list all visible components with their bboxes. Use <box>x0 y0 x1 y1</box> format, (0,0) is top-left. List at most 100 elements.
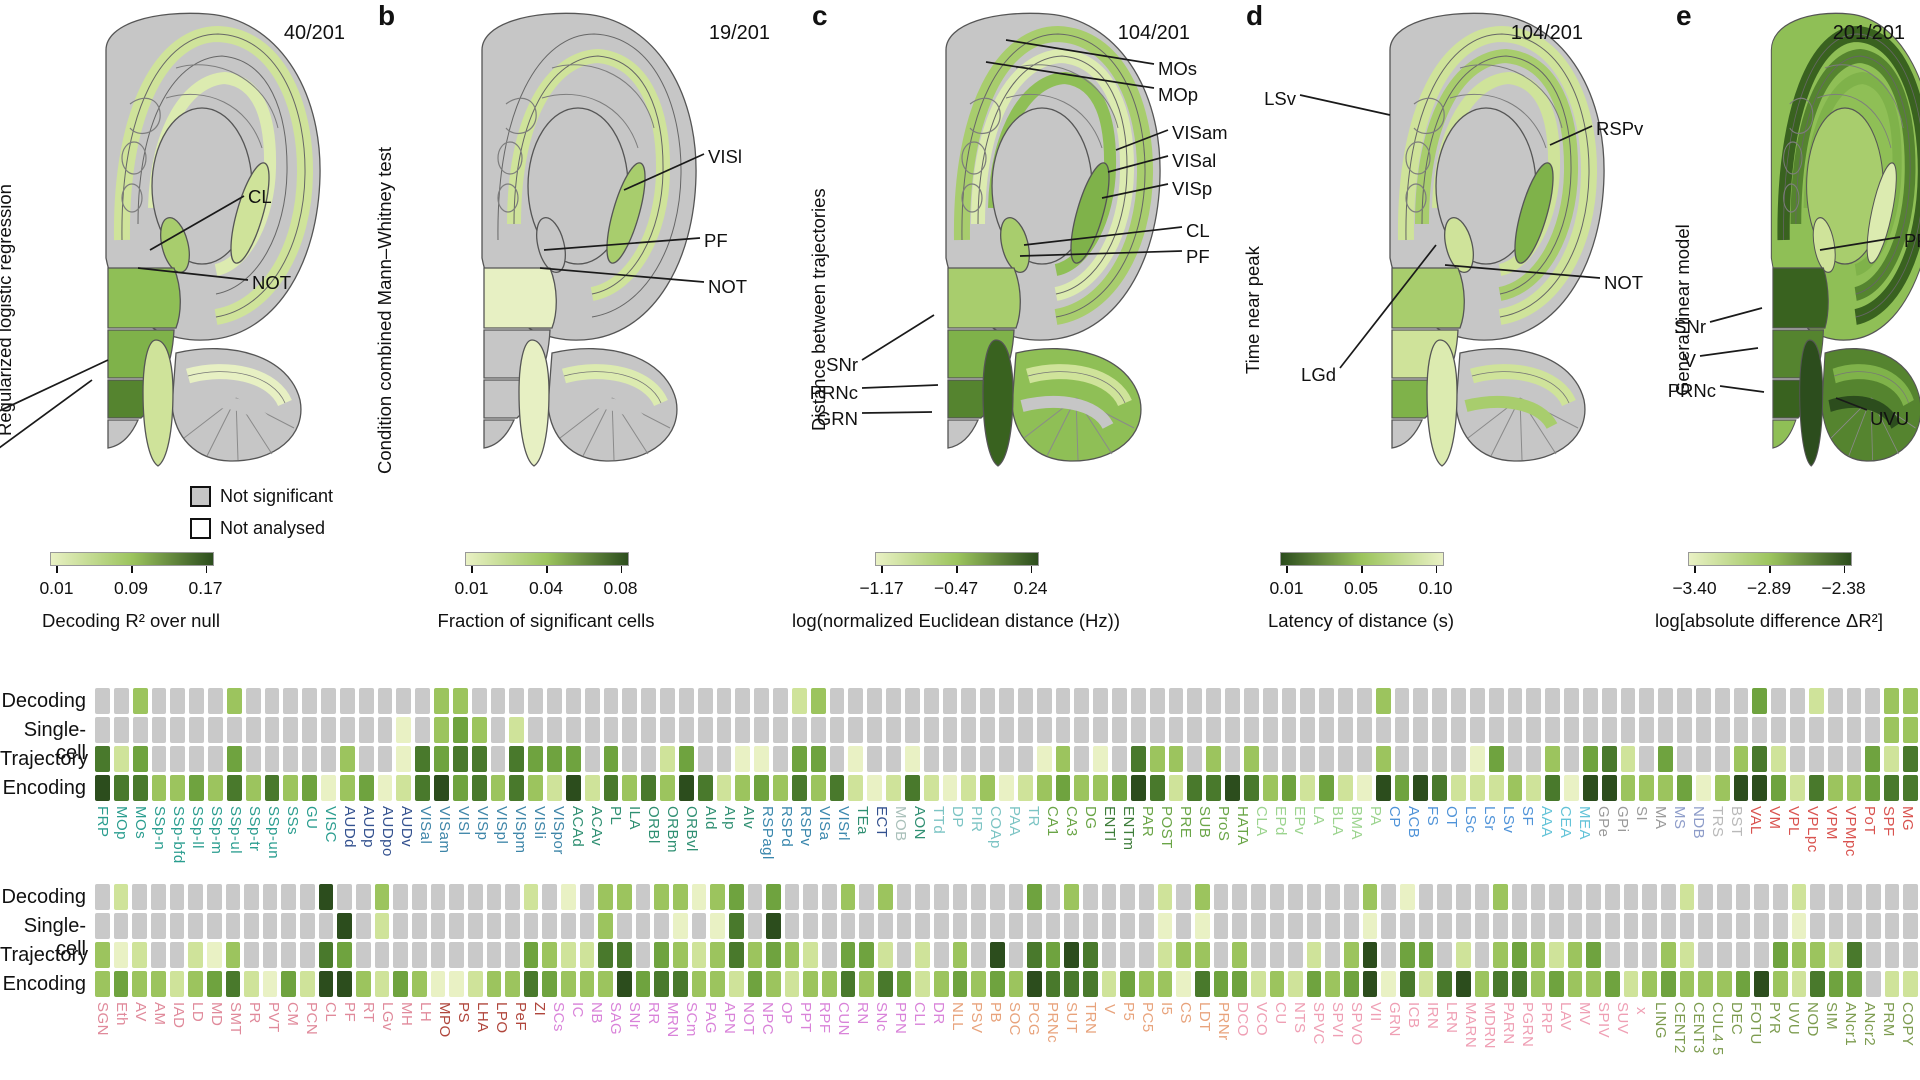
column-label-cell: CM <box>284 1002 301 1061</box>
heatmap-cell <box>1112 688 1127 714</box>
heatmap-cell <box>452 688 468 714</box>
column-label-cell: HATA <box>1234 806 1251 869</box>
heatmap-cell <box>1139 884 1154 910</box>
heatmap-cell <box>170 746 186 772</box>
heatmap-cell <box>1093 746 1109 772</box>
column-label: VISa <box>816 806 833 841</box>
column-label-cell: DR <box>930 1002 947 1061</box>
column-label: TEa <box>854 806 871 836</box>
region-annotation-CL: CL <box>1186 220 1210 241</box>
column-label-cell: LH <box>417 1002 434 1061</box>
heatmap-cell <box>1866 942 1881 968</box>
heatmap-cell <box>565 717 581 743</box>
heatmap-cell <box>1507 717 1523 743</box>
heatmap-cell <box>622 775 638 801</box>
heatmap-cell <box>1194 884 1210 910</box>
heatmap-cell <box>1194 913 1210 939</box>
legend-item: Not significant <box>190 486 333 507</box>
column-label-cell: PRNc <box>1044 1002 1061 1061</box>
column-label: VM <box>1766 806 1783 830</box>
heatmap-cell <box>189 688 204 714</box>
heatmap-cell <box>1772 971 1788 997</box>
heatmap-cell <box>95 717 110 743</box>
column-label: NB <box>588 1002 605 1024</box>
heatmap-cell <box>1567 942 1583 968</box>
heatmap-cell <box>1168 746 1184 772</box>
column-label-cell: PAG <box>702 1002 719 1061</box>
heatmap-cell <box>1549 942 1564 968</box>
column-label-cell: SPF <box>1880 806 1897 869</box>
heatmap-cell <box>878 884 893 910</box>
column-label: CP <box>1386 806 1403 828</box>
heatmap-cell <box>1698 942 1713 968</box>
column-label-cell: AM <box>151 1002 168 1061</box>
column-label: AM <box>151 1002 168 1026</box>
column-label-cell: PS <box>455 1002 472 1061</box>
heatmap-cell <box>1375 688 1391 714</box>
heatmap-cell <box>1176 942 1191 968</box>
colorbar <box>1280 552 1444 566</box>
column-label-cell: VPLpc <box>1804 806 1821 869</box>
heatmap-cell <box>1847 942 1863 968</box>
heatmap-cell <box>226 746 242 772</box>
column-label: LGv <box>379 1002 396 1032</box>
heatmap-cell <box>840 884 856 910</box>
panel-letter: c <box>812 0 828 31</box>
heatmap-cell <box>1338 746 1353 772</box>
column-label: SMT <box>227 1002 244 1036</box>
brain-map <box>26 8 326 483</box>
heatmap-cell <box>471 717 487 743</box>
heatmap-cell <box>358 688 374 714</box>
heatmap-cell <box>245 746 261 772</box>
heatmap-cell <box>452 717 468 743</box>
heatmap-cell <box>452 746 468 772</box>
heatmap-cell <box>933 913 949 939</box>
column-label-cell: CP <box>1386 806 1403 869</box>
heatmap-cell <box>132 942 147 968</box>
heatmap-cell <box>1488 775 1504 801</box>
column-label: ORBvl <box>683 806 700 852</box>
heatmap-cell <box>1698 971 1713 997</box>
column-label-cell: EPv <box>1291 806 1308 869</box>
heatmap-cell <box>1008 884 1024 910</box>
heatmap-cell <box>829 746 845 772</box>
column-label: Eth <box>113 1002 130 1027</box>
colorbar-tick <box>1843 566 1846 573</box>
column-label: ECT <box>873 806 890 838</box>
column-label: AUDp <box>360 806 377 849</box>
brain-flatmap <box>481 12 697 467</box>
heatmap-cell <box>904 746 920 772</box>
column-label-cell: SSp-m <box>208 806 225 869</box>
region-annotation-GRN: GRN <box>816 408 858 429</box>
column-label-cell: AUDv <box>398 806 415 869</box>
column-label: ACAd <box>569 806 586 848</box>
heatmap-cell <box>1325 971 1341 997</box>
column-label-cell: PARN <box>1500 1002 1517 1061</box>
column-label: SPIV <box>1595 1002 1612 1039</box>
heatmap-cell <box>617 884 632 910</box>
heatmap-cell <box>415 688 431 714</box>
column-label-cell: RSPagl <box>759 806 776 869</box>
heatmap-cell <box>584 688 600 714</box>
legend-swatch <box>190 486 211 507</box>
heatmap-cell <box>1437 913 1452 939</box>
heatmap-cell <box>113 884 129 910</box>
column-label-cell: PIR <box>968 806 985 869</box>
heatmap-cell <box>1586 971 1602 997</box>
heatmap-cell <box>1281 688 1297 714</box>
column-label: SF <box>1519 806 1536 827</box>
column-label-cell: IC <box>569 1002 586 1061</box>
colorbar-caption: log(normalized Euclidean distance (Hz)) <box>791 610 1120 631</box>
heatmap-cell <box>1400 913 1415 939</box>
heatmap-cell <box>486 942 502 968</box>
heatmap-cell <box>523 913 539 939</box>
heatmap-cell <box>1055 688 1071 714</box>
region-count: 201/201 <box>1832 22 1905 44</box>
heatmap-cell <box>603 775 619 801</box>
column-label-cell: SPIV <box>1595 1002 1612 1061</box>
column-label-cell: PPN <box>892 1002 909 1061</box>
column-label-cell: PCN <box>303 1002 320 1061</box>
heatmap-cell <box>1866 884 1881 910</box>
column-label-cell: BMA <box>1348 806 1365 869</box>
row-label-decoding: Decoding <box>1 886 86 908</box>
